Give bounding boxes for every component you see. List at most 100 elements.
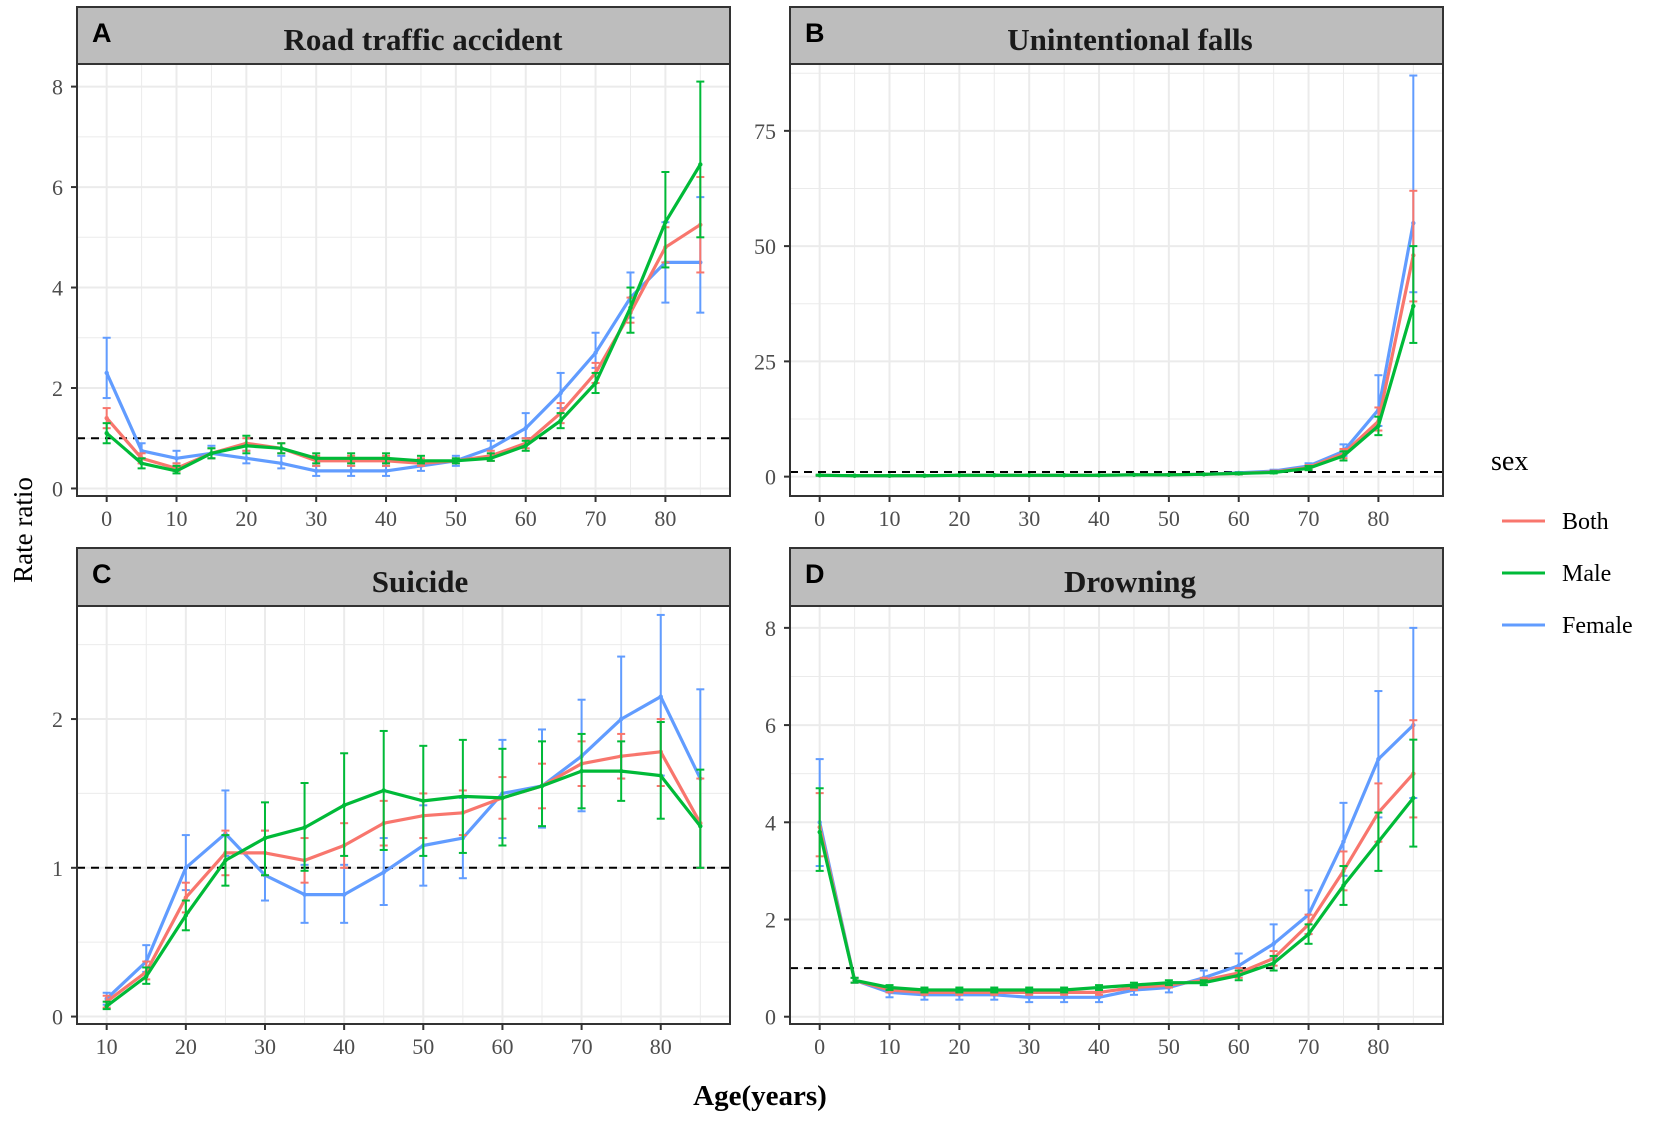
data-point-both <box>1096 990 1102 995</box>
legend-label-male: Male <box>1562 561 1611 587</box>
data-point-male <box>992 987 997 993</box>
data-point-male <box>957 987 962 993</box>
data-point-male <box>1271 961 1276 966</box>
y-tick-label: 4 <box>765 810 776 835</box>
data-point-male <box>698 823 703 829</box>
x-tick-label: 70 <box>571 1034 593 1059</box>
panel-d-gridlines <box>790 606 1443 1024</box>
x-tick-label: 50 <box>412 1034 434 1059</box>
data-point-female <box>1027 995 1032 1000</box>
panel-c: C Suicide 0 1 2 10 20 30 40 50 60 70 80 <box>52 547 731 1059</box>
y-axis-title: Rate ratio <box>8 477 38 583</box>
data-point-female <box>341 892 347 897</box>
data-point-male <box>817 829 822 835</box>
x-tick-label: 60 <box>515 506 537 531</box>
panel-d: D Drowning 0 2 4 6 8 0 10 20 30 40 50 60 70 80 <box>765 547 1444 1059</box>
data-point-male <box>558 418 563 423</box>
error-bar-female <box>102 336 111 400</box>
data-point-female <box>104 370 109 376</box>
panel-b-series <box>815 74 1418 478</box>
data-point-male <box>579 768 584 774</box>
data-point-male <box>383 456 389 461</box>
data-point-male <box>302 825 307 830</box>
data-point-male <box>539 783 545 789</box>
data-point-male <box>314 456 319 461</box>
data-point-male <box>348 456 354 461</box>
data-point-male <box>658 773 663 778</box>
error-bar-male <box>1409 245 1418 344</box>
panel-c-y-axis: 0 1 2 <box>52 707 77 1030</box>
panel-a: A Road traffic accident 0 2 4 6 8 0 10 20 30 40 5… <box>52 6 731 531</box>
x-tick-label: 60 <box>1228 506 1250 531</box>
x-tick-label: 40 <box>1088 506 1110 531</box>
data-point-male <box>663 220 668 225</box>
x-tick-label: 60 <box>491 1034 513 1059</box>
data-point-male <box>1376 839 1381 844</box>
panel-c-series <box>102 613 705 1011</box>
x-tick-label: 70 <box>1298 506 1320 531</box>
data-point-male <box>922 473 927 478</box>
panel-d-plot-border <box>789 605 1444 1025</box>
data-point-male <box>488 456 493 461</box>
data-point-male <box>209 451 214 456</box>
data-point-male <box>1236 973 1241 978</box>
x-tick-label: 30 <box>305 506 327 531</box>
data-point-male <box>1201 980 1206 985</box>
panel-c-letter: C <box>92 559 112 589</box>
data-point-male <box>1201 472 1206 477</box>
y-tick-label: 25 <box>754 349 776 374</box>
panel-a-series <box>102 80 705 477</box>
panel-a-letter: A <box>92 18 112 48</box>
panel-d-strip <box>789 547 1444 607</box>
error-bar-male <box>1409 738 1418 848</box>
data-point-male <box>174 468 179 474</box>
x-tick-label: 50 <box>445 506 467 531</box>
data-point-male <box>922 987 927 993</box>
data-point-male <box>1341 453 1346 459</box>
data-point-female <box>302 892 307 897</box>
series-line-both <box>105 750 702 1004</box>
data-point-male <box>1411 303 1416 309</box>
data-point-female <box>279 461 284 466</box>
y-tick-label: 2 <box>52 376 63 401</box>
panel-b: B Unintentional falls 0 25 50 75 0 10 20 30 40 5… <box>754 6 1444 531</box>
data-point-male <box>418 458 424 464</box>
error-bar-male <box>696 768 705 869</box>
panel-b-y-axis: 0 25 50 75 <box>754 119 790 490</box>
x-tick-label: 80 <box>654 506 676 531</box>
data-point-female <box>1061 995 1067 1000</box>
panel-a-plot-border <box>76 63 731 497</box>
data-point-male <box>992 473 997 478</box>
data-point-male <box>183 913 189 918</box>
x-tick-label: 30 <box>1018 1034 1040 1059</box>
data-point-male <box>460 794 466 799</box>
data-point-male <box>852 978 857 983</box>
panel-b-gridlines <box>790 64 1443 496</box>
data-point-male <box>144 974 149 979</box>
data-point-female <box>383 468 389 474</box>
x-tick-label: 10 <box>166 506 188 531</box>
data-point-male <box>1306 466 1311 471</box>
data-point-male <box>1376 423 1381 429</box>
data-point-female <box>183 865 189 871</box>
data-point-male <box>1027 987 1032 993</box>
data-point-female <box>1236 963 1241 968</box>
data-point-male <box>453 458 459 464</box>
data-point-male <box>104 431 109 436</box>
x-tick-label: 10 <box>879 506 901 531</box>
data-point-female <box>1376 756 1381 762</box>
x-tick-label: 80 <box>1367 1034 1389 1059</box>
data-point-female <box>523 425 528 431</box>
panel-b-plot-border <box>789 63 1444 497</box>
x-tick-label: 40 <box>375 506 397 531</box>
data-point-male <box>593 380 598 386</box>
series-line-female <box>818 723 1415 999</box>
data-point-female <box>1271 941 1276 947</box>
x-tick-label: 80 <box>650 1034 672 1059</box>
x-tick-label: 20 <box>948 1034 970 1059</box>
panel-a-y-axis: 0 2 4 6 8 <box>52 75 77 501</box>
data-point-male <box>104 1003 109 1009</box>
data-point-male <box>262 835 268 841</box>
data-point-male <box>1027 473 1032 478</box>
